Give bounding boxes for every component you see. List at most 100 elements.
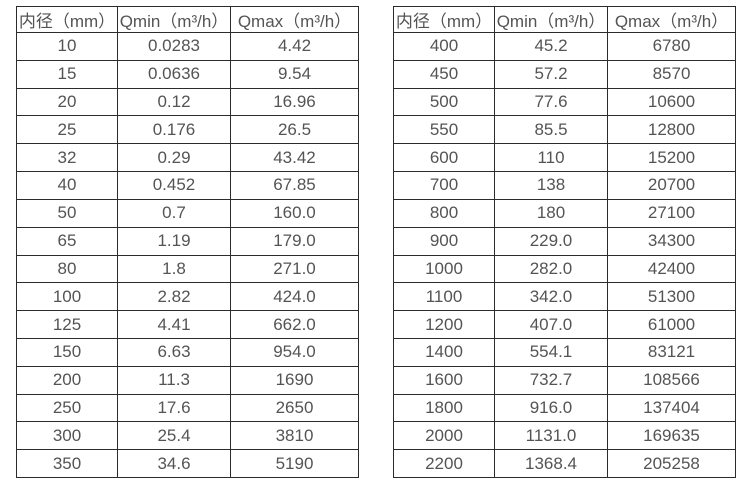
flow-table-small-diameters: 内径（mm） Qmin（m³/h） Qmax（m³/h） 10 0.0283 4.42 15… <box>16 6 359 478</box>
cell-qmax: 20700 <box>607 171 736 200</box>
cell-diameter: 900 <box>393 226 495 256</box>
cell-diameter: 800 <box>393 198 495 228</box>
table-row: 150 6.63 954.0 <box>16 337 359 367</box>
cell-qmin: 554.1 <box>494 337 608 367</box>
table-row: 1800 916.0 137404 <box>393 393 736 423</box>
cell-qmin: 0.176 <box>117 115 231 145</box>
cell-qmin: 1131.0 <box>494 421 608 451</box>
table-row: 200 11.3 1690 <box>16 365 359 395</box>
cell-qmax: 42400 <box>607 254 736 284</box>
cell-qmin: 229.0 <box>494 226 608 256</box>
cell-qmax: 16.96 <box>230 87 359 117</box>
table-row: 25 0.176 26.5 <box>16 115 359 145</box>
cell-qmax: 160.0 <box>230 198 359 228</box>
column-header-qmax: Qmax（m³/h） <box>607 6 736 33</box>
header-row: 内径（mm） Qmin（m³/h） Qmax（m³/h） <box>16 6 359 33</box>
table-row: 500 77.6 10600 <box>393 87 736 117</box>
cell-qmax: 12800 <box>607 115 736 145</box>
cell-diameter: 1600 <box>393 365 495 395</box>
cell-diameter: 1200 <box>393 310 495 339</box>
flow-table-large-diameters: 内径（mm） Qmin（m³/h） Qmax（m³/h） 400 45.2 6780 450… <box>393 6 736 478</box>
cell-diameter: 80 <box>16 254 118 284</box>
cell-diameter: 20 <box>16 87 118 117</box>
cell-qmax: 9.54 <box>230 59 359 89</box>
cell-diameter: 600 <box>393 143 495 173</box>
cell-qmin: 0.12 <box>117 87 231 117</box>
cell-qmax: 15200 <box>607 143 736 173</box>
cell-qmax: 2650 <box>230 393 359 423</box>
cell-diameter: 65 <box>16 226 118 256</box>
cell-qmin: 6.63 <box>117 337 231 367</box>
cell-qmax: 1690 <box>230 365 359 395</box>
table-row: 125 4.41 662.0 <box>16 310 359 339</box>
table-row: 350 34.6 5190 <box>16 449 359 478</box>
cell-diameter: 2000 <box>393 421 495 451</box>
table-row: 800 180 27100 <box>393 198 736 228</box>
table-row: 550 85.5 12800 <box>393 115 736 145</box>
cell-qmax: 3810 <box>230 421 359 451</box>
cell-qmin: 1368.4 <box>494 449 608 478</box>
table-row: 900 229.0 34300 <box>393 226 736 256</box>
cell-qmin: 732.7 <box>494 365 608 395</box>
cell-qmin: 4.41 <box>117 310 231 339</box>
table-row: 1100 342.0 51300 <box>393 282 736 312</box>
cell-qmax: 83121 <box>607 337 736 367</box>
column-header-qmin: Qmin（m³/h） <box>117 6 231 33</box>
table-row: 300 25.4 3810 <box>16 421 359 451</box>
table-row: 600 110 15200 <box>393 143 736 173</box>
table-row: 2000 1131.0 169635 <box>393 421 736 451</box>
cell-diameter: 200 <box>16 365 118 395</box>
cell-diameter: 125 <box>16 310 118 339</box>
cell-qmin: 77.6 <box>494 87 608 117</box>
cell-diameter: 50 <box>16 198 118 228</box>
column-header-diameter: 内径（mm） <box>393 6 495 33</box>
cell-qmax: 61000 <box>607 310 736 339</box>
cell-qmin: 0.0636 <box>117 59 231 89</box>
cell-qmax: 4.42 <box>230 32 359 61</box>
cell-qmin: 110 <box>494 143 608 173</box>
table-row: 2200 1368.4 205258 <box>393 449 736 478</box>
table-row: 1600 732.7 108566 <box>393 365 736 395</box>
cell-qmin: 916.0 <box>494 393 608 423</box>
column-header-qmin: Qmin（m³/h） <box>494 6 608 33</box>
cell-qmin: 34.6 <box>117 449 231 478</box>
cell-qmax: 10600 <box>607 87 736 117</box>
cell-qmin: 11.3 <box>117 365 231 395</box>
cell-diameter: 1100 <box>393 282 495 312</box>
cell-qmin: 1.19 <box>117 226 231 256</box>
cell-diameter: 1400 <box>393 337 495 367</box>
table-row: 50 0.7 160.0 <box>16 198 359 228</box>
table-row: 10 0.0283 4.42 <box>16 32 359 61</box>
table-row: 400 45.2 6780 <box>393 32 736 61</box>
cell-diameter: 500 <box>393 87 495 117</box>
cell-qmax: 8570 <box>607 59 736 89</box>
cell-qmax: 67.85 <box>230 171 359 200</box>
header-row: 内径（mm） Qmin（m³/h） Qmax（m³/h） <box>393 6 736 33</box>
cell-qmax: 43.42 <box>230 143 359 173</box>
column-header-diameter: 内径（mm） <box>16 6 118 33</box>
cell-diameter: 550 <box>393 115 495 145</box>
cell-qmin: 342.0 <box>494 282 608 312</box>
table-row: 450 57.2 8570 <box>393 59 736 89</box>
table-row: 20 0.12 16.96 <box>16 87 359 117</box>
cell-qmax: 26.5 <box>230 115 359 145</box>
column-header-qmax: Qmax（m³/h） <box>230 6 359 33</box>
table-row: 65 1.19 179.0 <box>16 226 359 256</box>
cell-diameter: 100 <box>16 282 118 312</box>
cell-qmin: 0.0283 <box>117 32 231 61</box>
cell-qmax: 179.0 <box>230 226 359 256</box>
cell-diameter: 250 <box>16 393 118 423</box>
table-row: 15 0.0636 9.54 <box>16 59 359 89</box>
cell-qmax: 108566 <box>607 365 736 395</box>
cell-qmin: 85.5 <box>494 115 608 145</box>
cell-diameter: 700 <box>393 171 495 200</box>
cell-diameter: 1000 <box>393 254 495 284</box>
cell-qmax: 205258 <box>607 449 736 478</box>
table-row: 1400 554.1 83121 <box>393 337 736 367</box>
table-row: 1000 282.0 42400 <box>393 254 736 284</box>
cell-qmax: 271.0 <box>230 254 359 284</box>
cell-qmax: 6780 <box>607 32 736 61</box>
table-row: 32 0.29 43.42 <box>16 143 359 173</box>
table-row: 1200 407.0 61000 <box>393 310 736 339</box>
